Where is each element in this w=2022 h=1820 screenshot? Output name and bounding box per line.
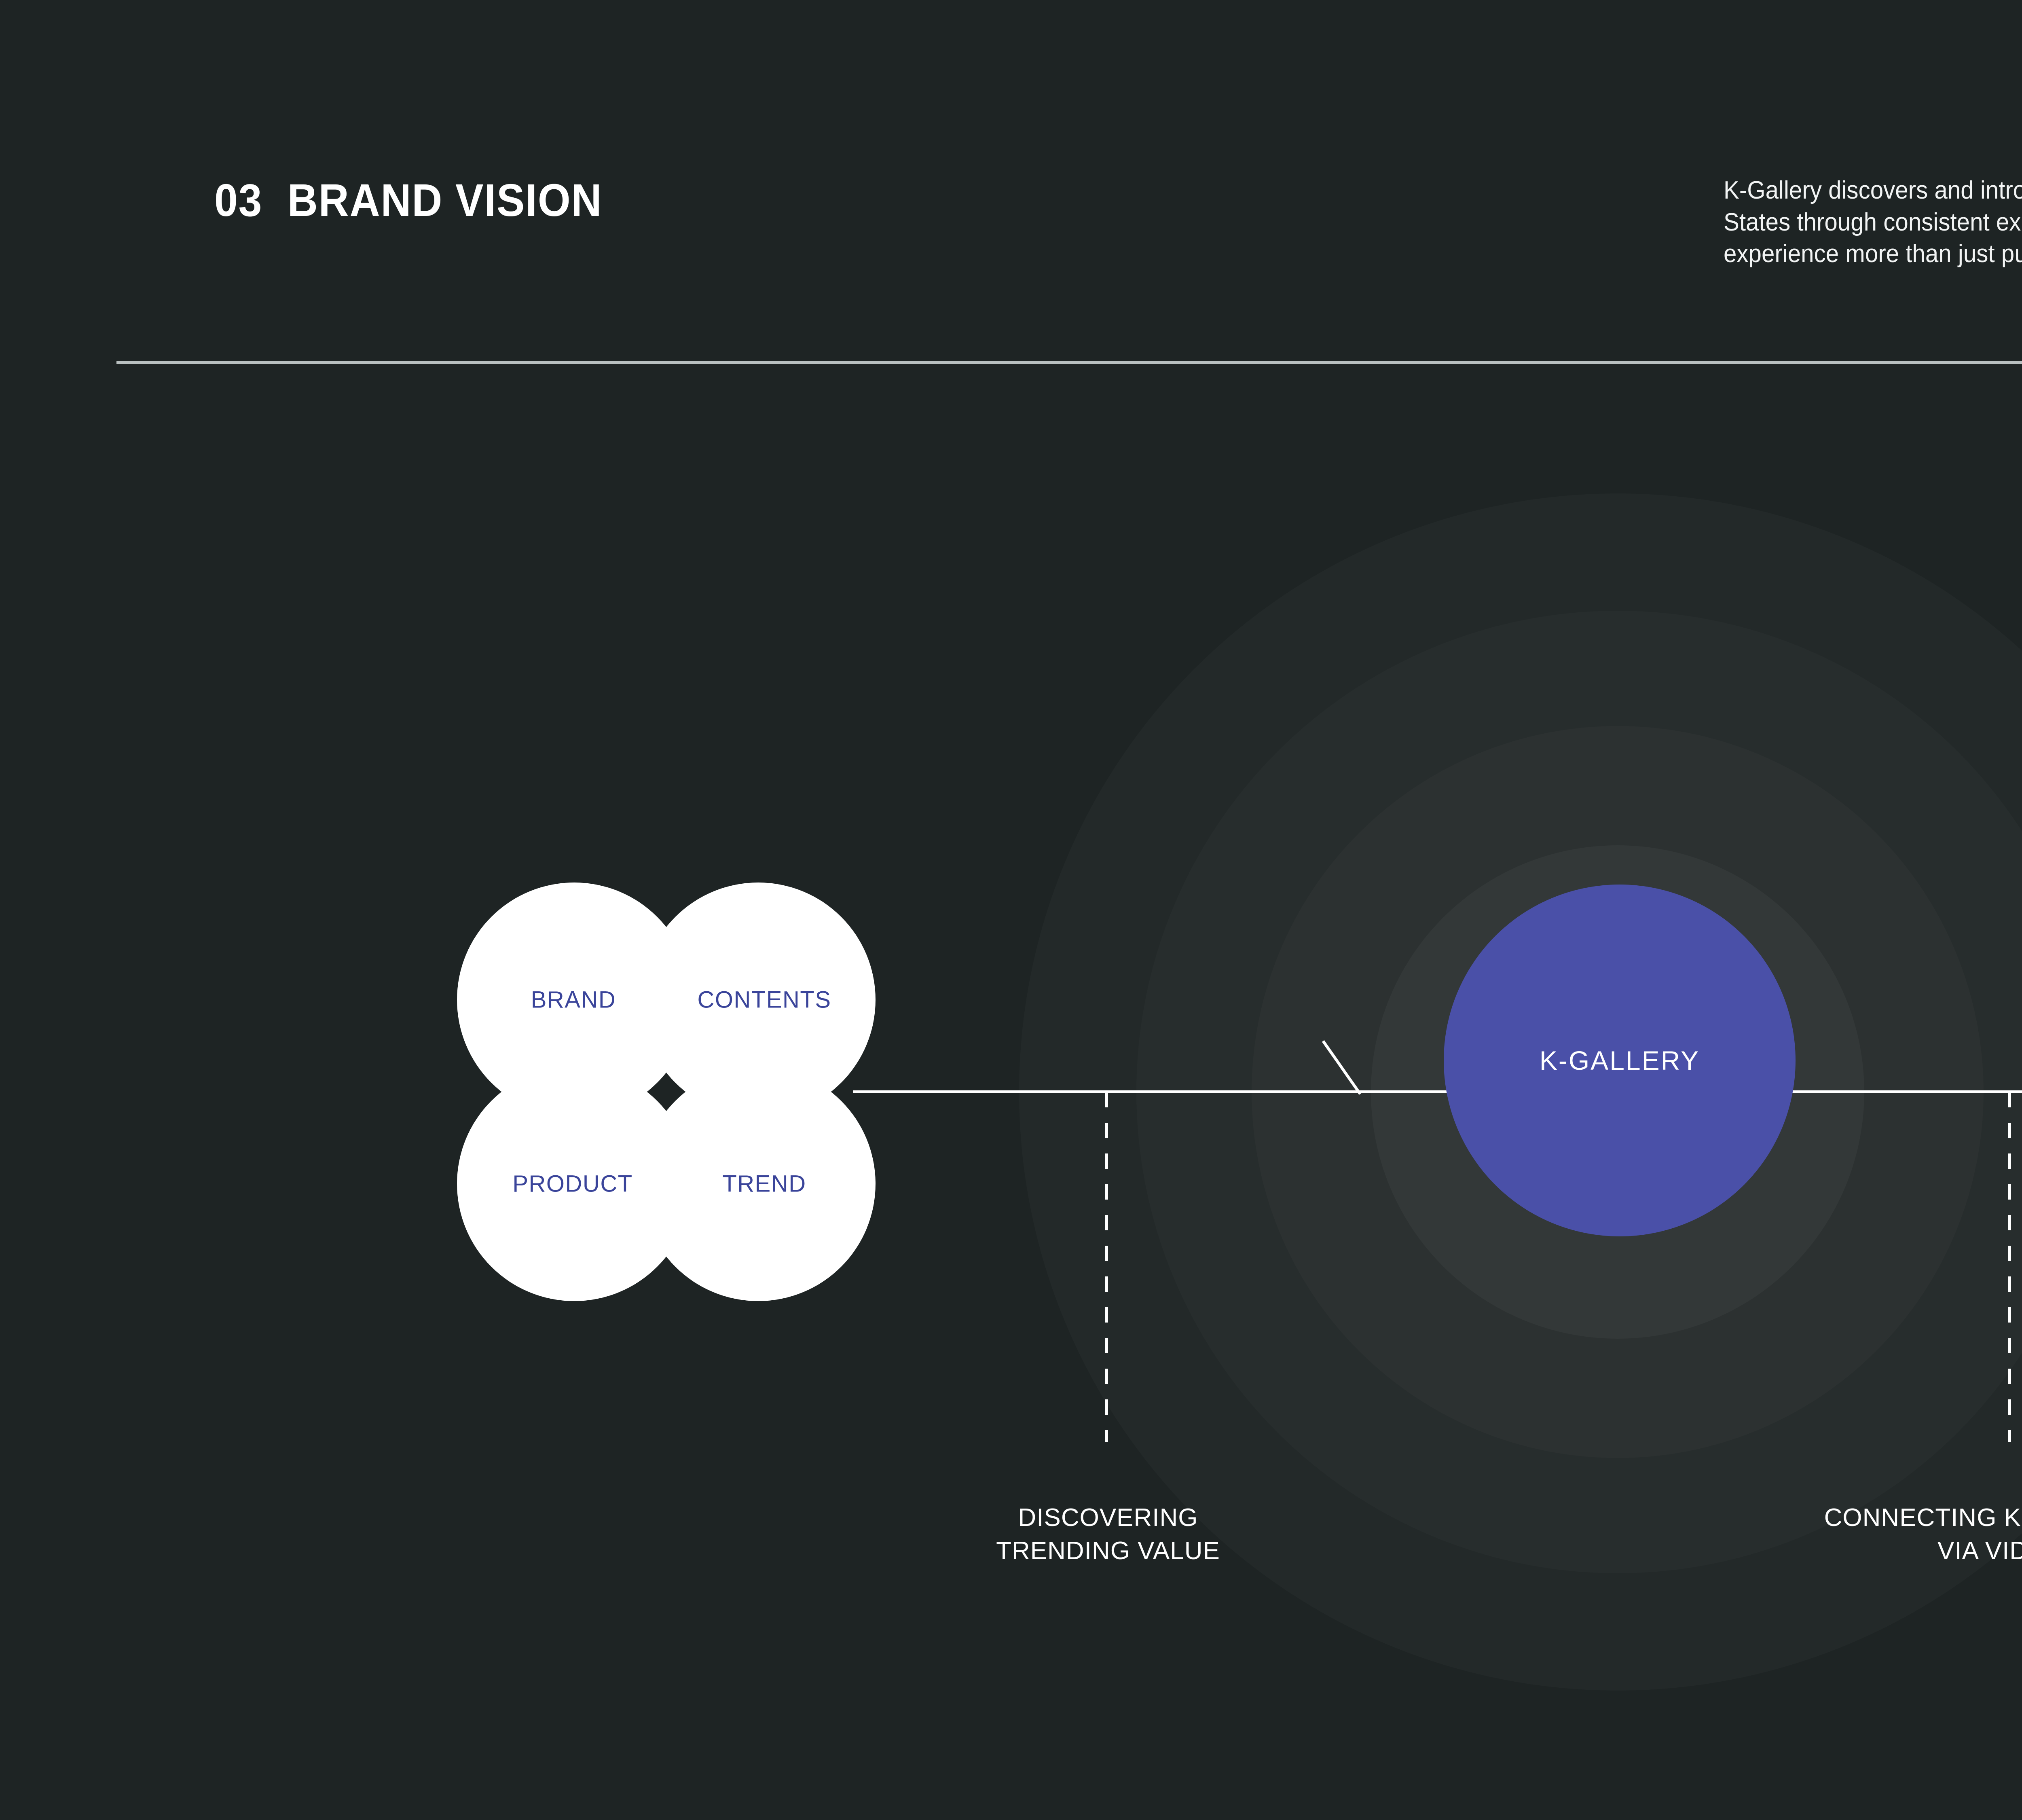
clover-label-brand: BRAND — [531, 986, 616, 1013]
dashed-leader-left — [1105, 1092, 1108, 1442]
dashed-leader-right — [2008, 1092, 2011, 1442]
node-k-gallery-label: K-GALLERY — [1539, 1045, 1700, 1075]
page-title: 03 BRAND VISION — [214, 175, 603, 226]
caption-connecting-k-experience: CONNECTING K-EXPERIENCE VIA VIDEOS — [1824, 1504, 2022, 1565]
header-divider — [116, 361, 2022, 364]
clover-label-contents: CONTENTS — [697, 986, 831, 1013]
caption-discovering-trending-value: DISCOVERING TRENDING VALUE — [996, 1504, 1220, 1565]
page-description: K-Gallery discovers and introduces abroa… — [1724, 176, 2022, 268]
clover-label-trend: TREND — [722, 1170, 806, 1197]
clover-circle-trend — [641, 1067, 876, 1301]
flow-connector-line — [853, 1090, 2022, 1093]
node-k-gallery: K-GALLERY — [1444, 885, 1796, 1236]
clover-group: BRAND CONTENTS PRODUCT TREND — [457, 882, 876, 1301]
clover-label-product: PRODUCT — [512, 1170, 633, 1197]
